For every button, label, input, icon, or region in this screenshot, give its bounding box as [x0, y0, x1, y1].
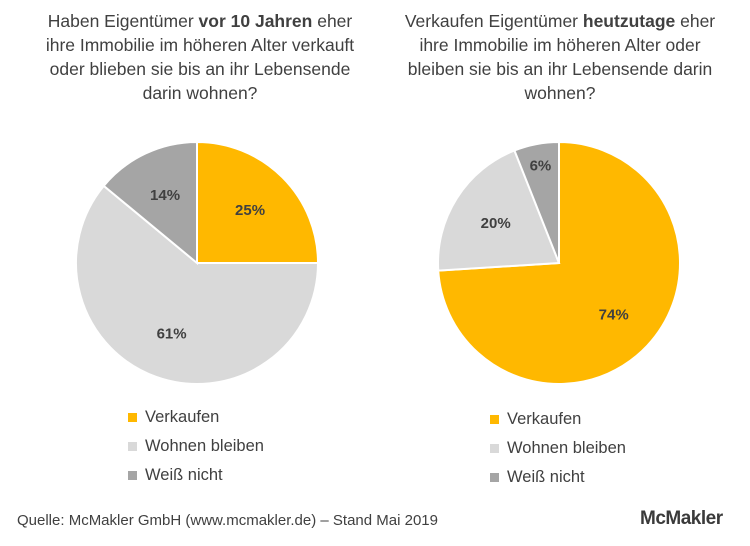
pie-slice-wohnen-bleiben	[437, 149, 561, 272]
legend-item: Wohnen bleiben	[490, 434, 626, 463]
legend-item: Verkaufen	[490, 405, 626, 434]
legend-item: Verkaufen	[128, 403, 264, 432]
pie-data-label: 14%	[150, 187, 180, 204]
legend-label: Verkaufen	[145, 408, 220, 426]
legend-swatch	[490, 415, 499, 424]
chart-title-part: Haben Eigentümer	[47, 11, 199, 31]
pie-data-label: 20%	[481, 215, 511, 232]
legend-label: Weiß nicht	[507, 468, 585, 486]
legend-item: Wohnen bleiben	[128, 432, 264, 461]
pie-slice-verkaufen	[196, 140, 320, 264]
pie-chart-right: 74% 20% 6%	[437, 140, 681, 385]
legend-item: Weiß nicht	[128, 461, 264, 490]
legend-swatch	[128, 471, 137, 480]
legend-right: Verkaufen Wohnen bleiben Weiß nicht	[490, 405, 626, 492]
legend-item: Weiß nicht	[490, 463, 626, 492]
chart-title-part: Verkaufen Eigentümer	[404, 11, 583, 31]
legend-swatch	[128, 442, 137, 451]
pie-data-label: 25%	[235, 202, 265, 219]
legend-swatch	[490, 473, 499, 482]
brand-logo: McMakler	[640, 508, 723, 529]
pie-data-label: 6%	[530, 158, 552, 175]
source-note: Quelle: McMakler GmbH (www.mcmakler.de) …	[17, 512, 438, 529]
pie-slice-weiss-nicht	[513, 140, 560, 264]
chart-title-left: Haben Eigentümer vor 10 Jahren eher ihre…	[40, 9, 360, 105]
pie-slice-weiss-nicht	[102, 140, 198, 266]
pie-data-label: 61%	[157, 326, 187, 343]
legend-label: Verkaufen	[507, 410, 582, 428]
chart-title-part: eher ihre Immobilie im höheren Alter ver…	[45, 11, 355, 103]
legend-swatch	[490, 444, 499, 453]
legend-label: Weiß nicht	[145, 466, 223, 484]
legend-label: Wohnen bleiben	[507, 439, 626, 457]
chart-title-part: heutzutage	[582, 11, 676, 31]
legend-left: Verkaufen Wohnen bleiben Weiß nicht	[128, 403, 264, 490]
chart-title-part: vor 10 Jahren	[198, 11, 313, 31]
legend-swatch	[128, 413, 137, 422]
chart-title-part: eher ihre Immobilie im höheren Alter ode…	[407, 11, 716, 103]
pie-data-label: 74%	[599, 306, 629, 323]
pie-slice-wohnen-bleiben	[75, 184, 320, 385]
pie-chart-left: 25% 61% 14%	[75, 140, 320, 385]
legend-label: Wohnen bleiben	[145, 437, 264, 455]
chart-title-right: Verkaufen Eigentümer heutzutage eher ihr…	[395, 9, 725, 105]
